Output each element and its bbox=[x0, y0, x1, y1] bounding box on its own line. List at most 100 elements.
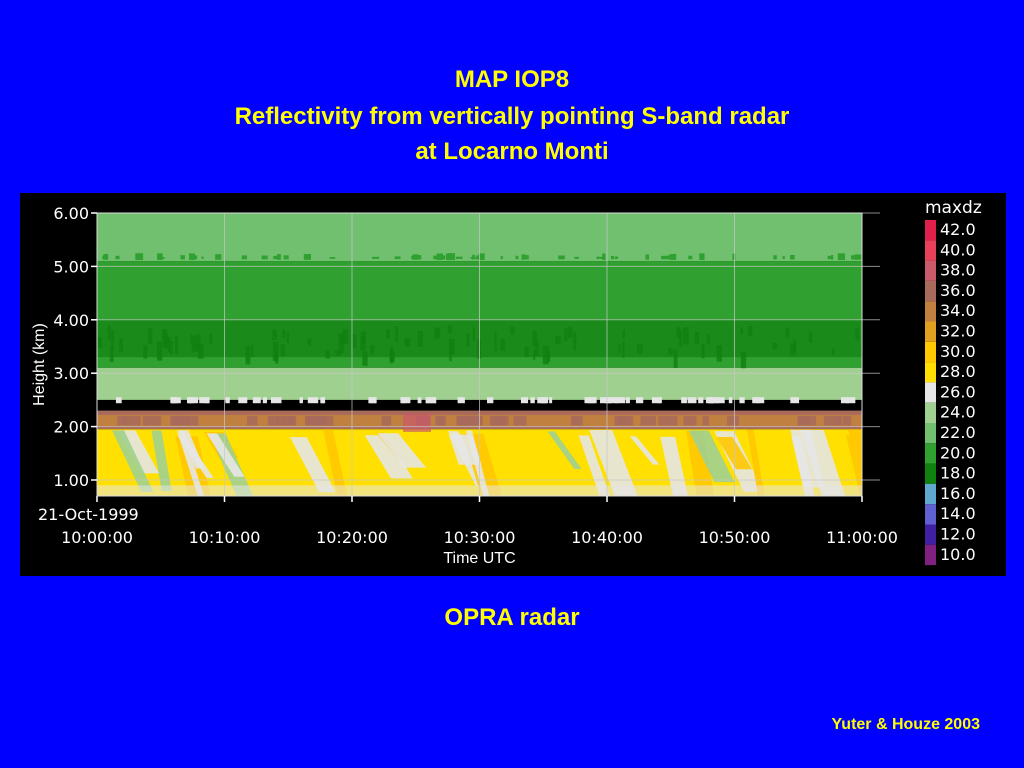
fall-streak bbox=[111, 430, 154, 493]
colorbar-label: 32.0 bbox=[940, 322, 976, 341]
bright-band-texture bbox=[276, 415, 286, 426]
cell-texture bbox=[622, 341, 625, 359]
cell-texture bbox=[793, 339, 797, 353]
melting-layer-texture bbox=[625, 397, 630, 404]
melting-layer-texture bbox=[635, 397, 644, 404]
cell-texture bbox=[272, 329, 277, 340]
melting-layer-texture bbox=[417, 397, 422, 404]
colorbar-swatch bbox=[925, 463, 936, 484]
cell-texture bbox=[772, 342, 778, 350]
bright-band-texture bbox=[570, 415, 579, 426]
cell-texture bbox=[156, 341, 163, 361]
cell-texture bbox=[832, 348, 835, 355]
cell-texture bbox=[740, 351, 747, 369]
echo-top-texture bbox=[441, 255, 446, 260]
cell-texture bbox=[190, 333, 193, 344]
cell-texture bbox=[370, 344, 375, 355]
cell-texture bbox=[174, 336, 179, 354]
fall-streak bbox=[688, 430, 735, 483]
melting-layer-texture bbox=[715, 397, 725, 404]
echo-top-texture bbox=[273, 255, 280, 260]
melting-layer-texture bbox=[171, 397, 181, 404]
cell-texture bbox=[417, 331, 423, 347]
cell-texture bbox=[532, 330, 537, 347]
echo-top-texture bbox=[474, 256, 479, 259]
bright-band-texture bbox=[461, 415, 477, 426]
echo-top-texture bbox=[447, 253, 456, 261]
cell-texture bbox=[197, 344, 204, 359]
cell-texture bbox=[790, 343, 796, 356]
melting-layer-texture bbox=[739, 397, 745, 404]
cell-texture bbox=[251, 344, 254, 357]
bright-band-texture bbox=[804, 415, 817, 426]
x-tick-label: 10:00:00 bbox=[61, 528, 133, 547]
echo-top-texture bbox=[414, 255, 422, 260]
y-tick-label: 3.00 bbox=[53, 364, 89, 383]
cell-texture bbox=[405, 338, 411, 347]
fall-streak bbox=[364, 435, 413, 479]
y-tick-label: 4.00 bbox=[53, 311, 89, 330]
colorbar-label: 42.0 bbox=[940, 220, 976, 239]
colorbar-swatch bbox=[925, 321, 936, 342]
bright-band-texture bbox=[281, 415, 295, 426]
bright-band-texture bbox=[306, 415, 327, 426]
cell-texture bbox=[567, 326, 573, 339]
cell-texture bbox=[706, 334, 711, 344]
cell-texture bbox=[167, 338, 170, 353]
bright-band-texture bbox=[192, 415, 199, 426]
cell-texture bbox=[196, 333, 201, 351]
bright-band-texture bbox=[513, 415, 527, 426]
melting-layer-texture bbox=[270, 397, 282, 404]
bright-band-texture bbox=[658, 415, 678, 426]
y-axis-label: Height (km) bbox=[31, 323, 48, 406]
melting-layer-texture bbox=[520, 397, 529, 404]
x-tick-label: 10:20:00 bbox=[316, 528, 388, 547]
melting-layer-texture bbox=[186, 397, 192, 404]
melting-layer-texture bbox=[657, 397, 662, 404]
bright-band-texture bbox=[267, 415, 279, 426]
echo-top-texture bbox=[790, 254, 795, 260]
bright-band-texture bbox=[435, 415, 444, 426]
colorbar-swatch bbox=[925, 240, 936, 261]
echo-top-texture bbox=[671, 253, 677, 260]
bright-band-texture bbox=[142, 415, 162, 426]
y-tick-label: 2.00 bbox=[53, 418, 89, 437]
cell-texture bbox=[147, 328, 153, 344]
colorbar-swatch bbox=[925, 402, 936, 423]
echo-top-texture bbox=[201, 256, 204, 260]
cell-texture bbox=[494, 331, 497, 352]
echo-top-texture bbox=[329, 257, 336, 259]
colorbar-label: 18.0 bbox=[940, 464, 976, 483]
melting-layer-texture bbox=[698, 397, 704, 404]
melting-layer-texture bbox=[614, 397, 626, 404]
cell-texture bbox=[476, 339, 482, 359]
melting-layer-texture bbox=[756, 397, 765, 404]
echo-top-texture bbox=[699, 253, 705, 261]
echo-top-texture bbox=[837, 253, 845, 261]
cell-texture bbox=[524, 346, 529, 358]
echo-top-texture bbox=[455, 256, 463, 259]
fall-streak bbox=[206, 433, 245, 477]
cell-texture bbox=[143, 344, 148, 359]
bright-band-texture bbox=[246, 415, 258, 426]
cell-texture bbox=[307, 338, 312, 346]
echo-top-texture bbox=[773, 255, 777, 260]
echo-top-texture bbox=[662, 255, 670, 260]
echo-top-texture bbox=[283, 255, 289, 260]
melting-layer-texture bbox=[199, 397, 209, 404]
fall-streak bbox=[791, 436, 815, 496]
cell-texture bbox=[395, 325, 398, 343]
colorbar-label: 34.0 bbox=[940, 301, 976, 320]
colorbar-label: 36.0 bbox=[940, 281, 976, 300]
cell-texture bbox=[449, 348, 452, 362]
bright-band-texture bbox=[381, 415, 392, 426]
bright-band-texture bbox=[640, 415, 656, 426]
echo-top-texture bbox=[782, 256, 785, 260]
cell-texture bbox=[676, 326, 680, 337]
fall-streak bbox=[747, 429, 765, 496]
cell-texture bbox=[668, 348, 673, 355]
fall-streak bbox=[179, 430, 205, 469]
echo-top-texture bbox=[614, 256, 619, 260]
echo-top-texture bbox=[854, 254, 862, 260]
bright-band-texture bbox=[797, 415, 809, 426]
